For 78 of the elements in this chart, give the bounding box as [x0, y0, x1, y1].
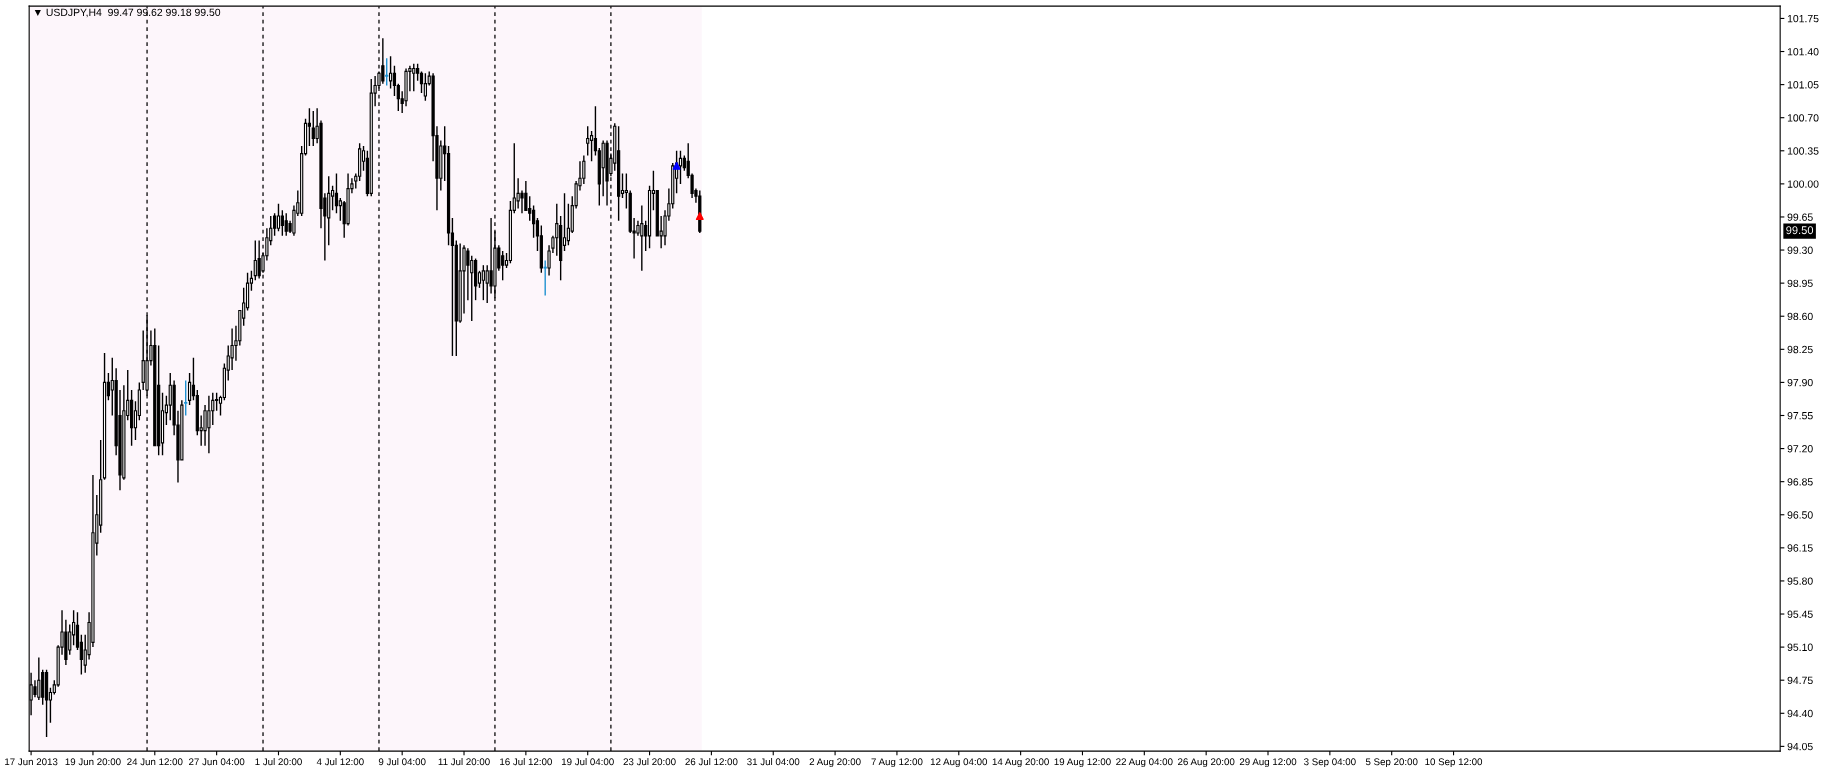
y-tick-label: 94.40 — [1787, 709, 1813, 718]
candlestick — [412, 63, 416, 92]
text: 99.50 — [1786, 226, 1814, 235]
x-tick-label: 12 Aug 04:00 — [930, 758, 988, 768]
x-tick-label: 29 Aug 12:00 — [1239, 758, 1297, 768]
x-tick-label: 1 Jul 20:00 — [255, 758, 302, 766]
candlestick — [207, 394, 211, 455]
x-tick-label: 4 Jul 12:00 — [316, 758, 364, 766]
x-tick-label: 7 Aug 12:00 — [871, 758, 923, 768]
candlestick — [501, 250, 505, 281]
candlestick — [531, 204, 536, 239]
x-tick-label: 19 Jul 04:00 — [561, 758, 614, 766]
candlestick — [284, 212, 288, 237]
candlestick — [253, 239, 257, 281]
y-tick-label: 100.35 — [1787, 147, 1819, 155]
y-tick-label: 101.75 — [1787, 14, 1819, 23]
candlestick — [485, 264, 489, 304]
candlestick — [481, 264, 485, 301]
candlestick — [678, 150, 683, 185]
x-tick-label: 5 Sep 20:00 — [1365, 758, 1418, 768]
y-tick-label: 100.00 — [1787, 180, 1819, 188]
candlestick — [276, 203, 281, 232]
x-tick-label: 9 Jul 04:00 — [378, 758, 426, 766]
y-tick-label: 94.75 — [1787, 676, 1813, 685]
x-tick-label: 16 Jul 12:00 — [500, 758, 552, 766]
candlestick — [187, 372, 192, 406]
candlestick — [272, 212, 277, 237]
y-tick-label: 98.60 — [1787, 312, 1813, 321]
y-tick-label: 99.65 — [1787, 213, 1813, 221]
candlestick — [419, 70, 424, 94]
candlestick — [311, 110, 315, 147]
candlestick — [385, 57, 389, 87]
x-tick-label: 24 Jun 12:00 — [127, 758, 183, 766]
y-tick-label: 99.30 — [1787, 246, 1813, 254]
y-tick-label: 98.25 — [1787, 345, 1813, 354]
x-tick-label: 31 Jul 04:00 — [747, 758, 800, 766]
x-tick-label: 26 Jul 12:00 — [685, 758, 738, 766]
candlestick — [68, 623, 72, 656]
x-tick-label: 19 Jun 20:00 — [65, 758, 121, 766]
y-tick-label: 101.40 — [1787, 48, 1819, 56]
candlestick — [334, 172, 339, 214]
y-tick-label: 96.50 — [1787, 511, 1813, 519]
x-tick-label: 23 Jul 20:00 — [623, 758, 676, 766]
y-tick-label: 97.55 — [1787, 411, 1813, 420]
x-tick-label: 17 Jun 2013 — [5, 758, 58, 766]
x-tick-label: 14 Aug 20:00 — [992, 758, 1049, 768]
y-tick-label: 100.70 — [1787, 114, 1819, 122]
candlestick — [280, 209, 284, 237]
y-tick-label: 97.20 — [1787, 445, 1813, 453]
candlestick — [624, 172, 628, 210]
candlestick — [423, 72, 427, 102]
candlestick — [586, 125, 590, 157]
chart-title: ▼ USDJPY,H4 99.47 99.62 99.18 99.50 — [34, 8, 221, 18]
candlestick — [555, 203, 559, 257]
candlestick — [589, 130, 594, 162]
x-tick-label: 11 Jul 20:00 — [438, 758, 490, 766]
y-tick-label: 96.85 — [1787, 478, 1813, 486]
y-tick-label: 101.05 — [1787, 81, 1819, 89]
x-tick-label: 22 Aug 04:00 — [1116, 758, 1173, 768]
y-tick-label: 98.95 — [1787, 279, 1813, 288]
y-tick-label: 95.80 — [1787, 577, 1813, 585]
candlestick — [566, 203, 570, 247]
x-tick-label: 3 Sep 04:00 — [1304, 758, 1356, 768]
x-tick-label: 27 Jun 04:00 — [189, 758, 245, 766]
candlestick — [528, 195, 532, 222]
candlestick — [392, 65, 397, 97]
y-tick-label: 97.90 — [1787, 378, 1813, 387]
x-tick-label: 19 Aug 12:00 — [1054, 758, 1111, 768]
x-tick-label: 26 Aug 20:00 — [1178, 758, 1235, 768]
y-tick-label: 94.05 — [1787, 742, 1813, 751]
x-tick-label: 10 Sep 12:00 — [1425, 758, 1483, 768]
x-tick-label: 2 Aug 20:00 — [809, 758, 861, 768]
y-tick-label: 95.10 — [1787, 643, 1813, 651]
y-tick-label: 96.15 — [1787, 544, 1813, 552]
candlestick — [640, 204, 644, 272]
y-tick-label: 95.45 — [1787, 610, 1813, 618]
candlestick — [37, 656, 41, 701]
candlestick — [520, 189, 524, 214]
